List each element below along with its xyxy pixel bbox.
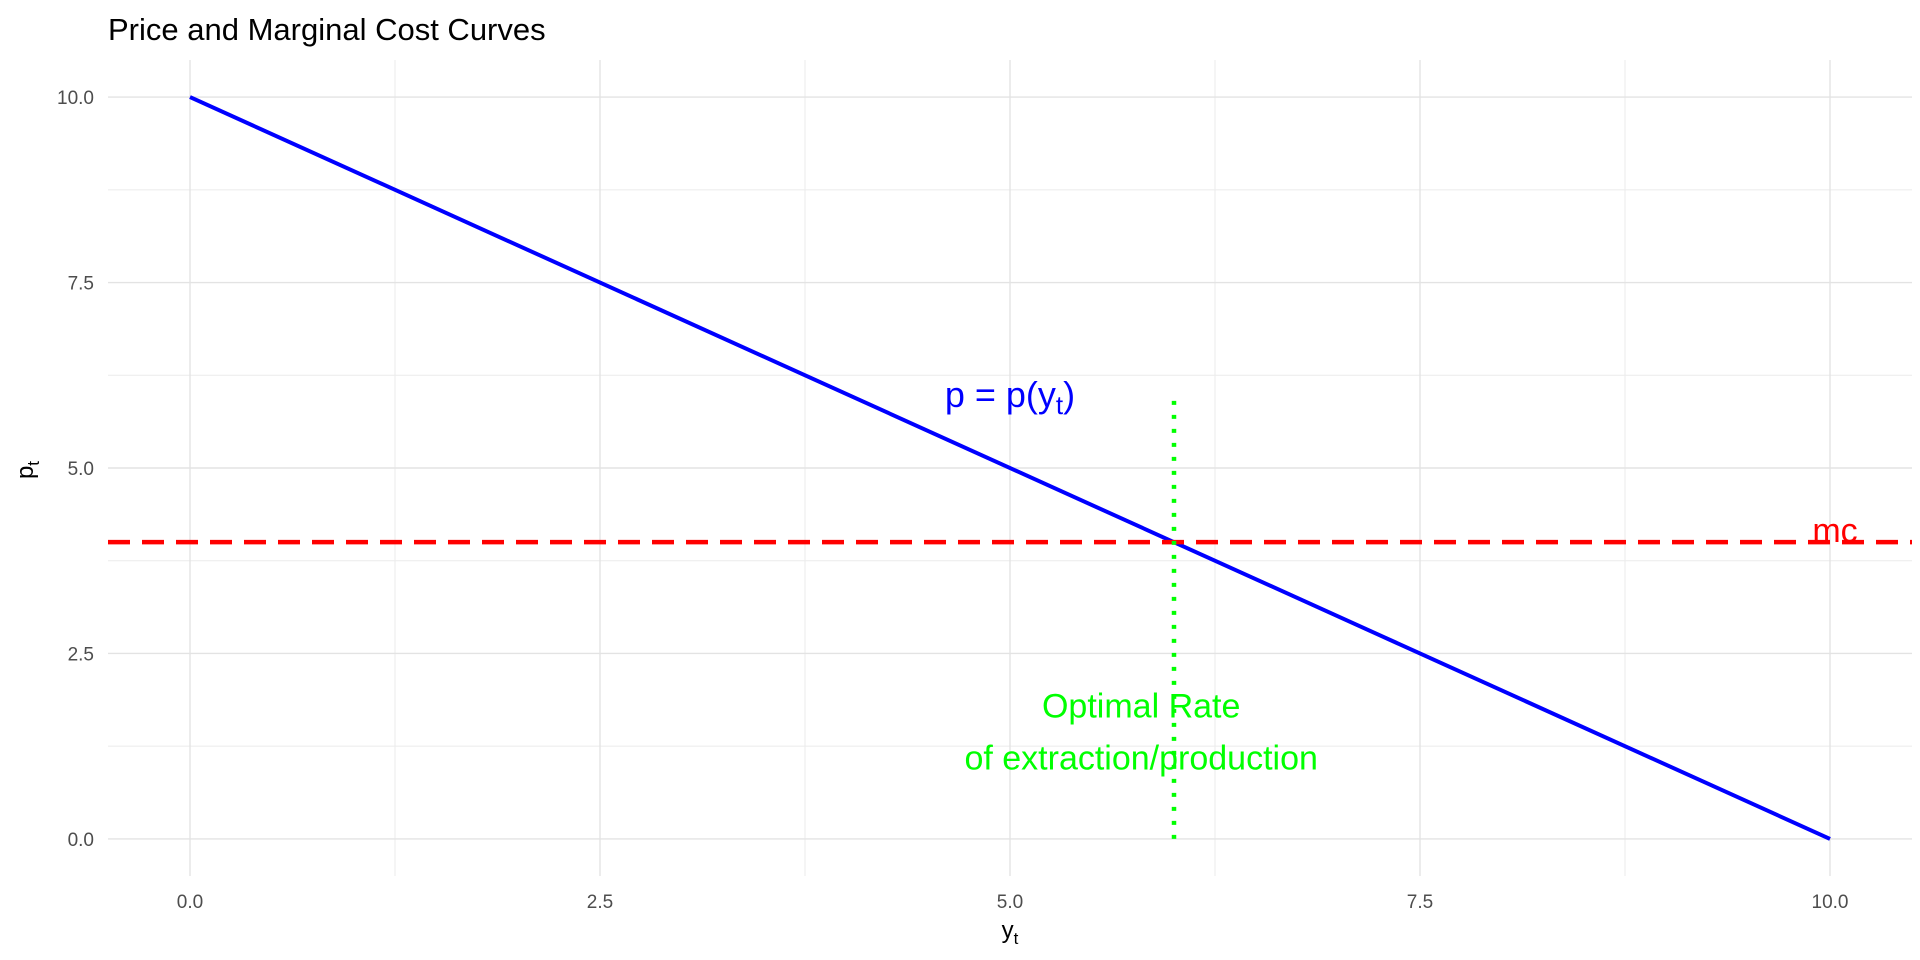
x-tick-label: 5.0 xyxy=(997,892,1023,913)
x-tick-label: 2.5 xyxy=(587,892,613,913)
demand-label-close: ) xyxy=(1063,374,1075,415)
demand-curve-label: p = p(yt) xyxy=(945,374,1075,420)
optimal-rate-label-line1: Optimal Rate xyxy=(1042,687,1240,725)
x-tick-label: 0.0 xyxy=(177,892,203,913)
y-tick-label: 10.0 xyxy=(57,88,94,109)
chart-title: Price and Marginal Cost Curves xyxy=(108,12,546,47)
x-axis-label-main: y xyxy=(1002,917,1014,944)
x-axis-label: yt xyxy=(1002,917,1019,948)
y-tick-label: 5.0 xyxy=(68,459,94,480)
demand-curve-line xyxy=(189,95,1831,841)
y-tick-labels: 0.0 2.5 5.0 7.5 10.0 xyxy=(57,88,94,851)
x-axis-label-sub: t xyxy=(1014,929,1019,948)
y-axis-label-main: p xyxy=(12,466,39,479)
annotations-layer: p = p(yt) mc Optimal Rate of extraction/pro… xyxy=(945,374,1858,777)
major-gridlines xyxy=(108,60,1912,876)
y-tick-label: 0.0 xyxy=(68,830,94,851)
optimal-rate-label-line2: of extraction/production xyxy=(964,739,1317,777)
y-axis-label: pt xyxy=(12,461,43,479)
series-layer xyxy=(108,95,1912,841)
y-axis-label-sub: t xyxy=(24,461,43,466)
x-tick-label: 10.0 xyxy=(1812,892,1849,913)
marginal-cost-label: mc xyxy=(1812,512,1857,550)
y-tick-label: 7.5 xyxy=(68,274,94,295)
demand-label-main: p = p(y xyxy=(945,374,1056,415)
x-tick-label: 7.5 xyxy=(1407,892,1433,913)
y-tick-label: 2.5 xyxy=(68,644,94,665)
x-tick-labels: 0.0 2.5 5.0 7.5 10.0 xyxy=(177,892,1849,913)
demand-label-sub: t xyxy=(1056,390,1064,420)
